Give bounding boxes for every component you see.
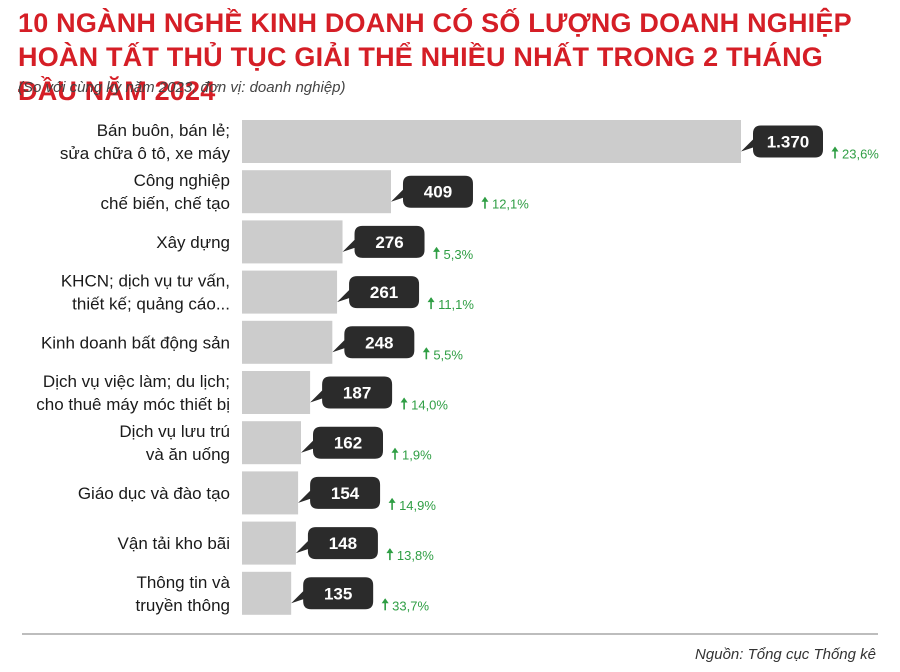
bar-group: Xây dựng 276 5,3% xyxy=(156,220,474,264)
value-bubble xyxy=(332,326,415,359)
category-label: Bán buôn, bán lẻ; sửa chữa ô tô, xe máy xyxy=(60,121,231,163)
value-label: 148 xyxy=(329,534,357,553)
bar-group: Công nghiệp chế biến, chế tạo 409 12,1% xyxy=(101,170,529,214)
bar xyxy=(242,421,302,465)
bar xyxy=(242,220,343,264)
arrow-up-icon xyxy=(400,397,408,410)
category-label: KHCN; dịch vụ tư vấn, thiết kế; quảng cáo… xyxy=(61,272,230,314)
source-note: Nguồn: Tổng cục Thống kê xyxy=(695,646,876,663)
bar xyxy=(242,320,333,364)
bar xyxy=(242,471,299,515)
bar-chart: Bán buôn, bán lẻ; sửa chữa ô tô, xe máy 1.… xyxy=(36,120,879,615)
category-label: Công nghiệp chế biến, chế tạo xyxy=(101,171,230,213)
arrow-up-icon xyxy=(433,246,441,259)
value-bubble xyxy=(342,225,425,258)
category-label: Vận tải kho bãi xyxy=(118,534,230,553)
value-bubble xyxy=(390,175,473,208)
value-bubble xyxy=(298,476,381,509)
chart-title: 10 NGÀNH NGHỀ KINH DOANH CÓ SỐ LƯỢNG DOA… xyxy=(18,8,852,106)
value-label: 135 xyxy=(324,584,352,603)
value-label: 187 xyxy=(343,384,371,403)
arrow-up-icon xyxy=(422,347,430,360)
change-label: 12,1% xyxy=(492,197,529,212)
change-label: 1,9% xyxy=(402,448,432,463)
bar-group: Kinh doanh bất động sản 248 5,5% xyxy=(41,320,463,364)
value-label: 162 xyxy=(334,434,362,453)
change-label: 5,5% xyxy=(433,347,463,362)
value-label: 409 xyxy=(424,183,452,202)
bar-group: Dịch vụ việc làm; du lịch; cho thuê máy m… xyxy=(36,371,448,414)
category-label: Thông tin và truyền thông xyxy=(135,573,230,615)
bar xyxy=(242,521,296,565)
arrow-up-icon xyxy=(481,196,489,209)
change-label: 14,0% xyxy=(411,398,448,413)
value-bubble xyxy=(301,426,384,459)
value-bubble xyxy=(310,376,393,409)
change-label: 23,6% xyxy=(842,147,879,162)
bar-group: Dịch vụ lưu trú và ăn uống 162 1,9% xyxy=(119,421,432,465)
value-label: 154 xyxy=(331,484,360,503)
category-label: Dịch vụ lưu trú và ăn uống xyxy=(119,422,230,464)
value-label: 276 xyxy=(375,233,403,252)
category-label: Kinh doanh bất động sản xyxy=(41,333,230,352)
category-label: Giáo dục và đào tạo xyxy=(78,484,230,503)
change-label: 11,1% xyxy=(438,297,474,312)
value-bubble xyxy=(337,276,420,309)
arrow-up-icon xyxy=(381,598,389,611)
value-bubble xyxy=(295,527,378,560)
arrow-up-icon xyxy=(831,146,839,159)
change-label: 14,9% xyxy=(399,498,436,513)
value-bubble xyxy=(741,125,823,158)
category-label: Dịch vụ việc làm; du lịch; cho thuê máy m… xyxy=(36,372,230,414)
value-label: 261 xyxy=(370,283,398,302)
category-label: Xây dựng xyxy=(156,233,230,252)
arrow-up-icon xyxy=(388,497,396,510)
value-label: 248 xyxy=(365,333,393,352)
arrow-up-icon xyxy=(386,548,394,561)
bar-group: Bán buôn, bán lẻ; sửa chữa ô tô, xe máy 1.… xyxy=(60,120,879,163)
arrow-up-icon xyxy=(427,297,435,310)
arrow-up-icon xyxy=(391,447,399,460)
bar-group: Vận tải kho bãi 148 13,8% xyxy=(118,521,434,565)
bar xyxy=(242,571,292,615)
change-label: 13,8% xyxy=(397,548,434,563)
change-label: 33,7% xyxy=(392,598,429,613)
chart-subtitle: (So với cùng kỳ năm 2023, đơn vị: doanh … xyxy=(18,79,346,96)
bar xyxy=(242,371,311,414)
bar xyxy=(242,170,391,214)
change-label: 5,3% xyxy=(444,247,474,262)
bar-group: Giáo dục và đào tạo 154 14,9% xyxy=(78,471,436,515)
bar-group: Thông tin và truyền thông 135 33,7% xyxy=(135,571,429,615)
bar xyxy=(242,120,741,163)
bar xyxy=(242,270,338,314)
value-bubble xyxy=(291,577,374,610)
value-label: 1.370 xyxy=(767,133,810,152)
bar-group: KHCN; dịch vụ tư vấn, thiết kế; quảng cáo… xyxy=(61,270,474,314)
footer-divider xyxy=(22,633,878,635)
